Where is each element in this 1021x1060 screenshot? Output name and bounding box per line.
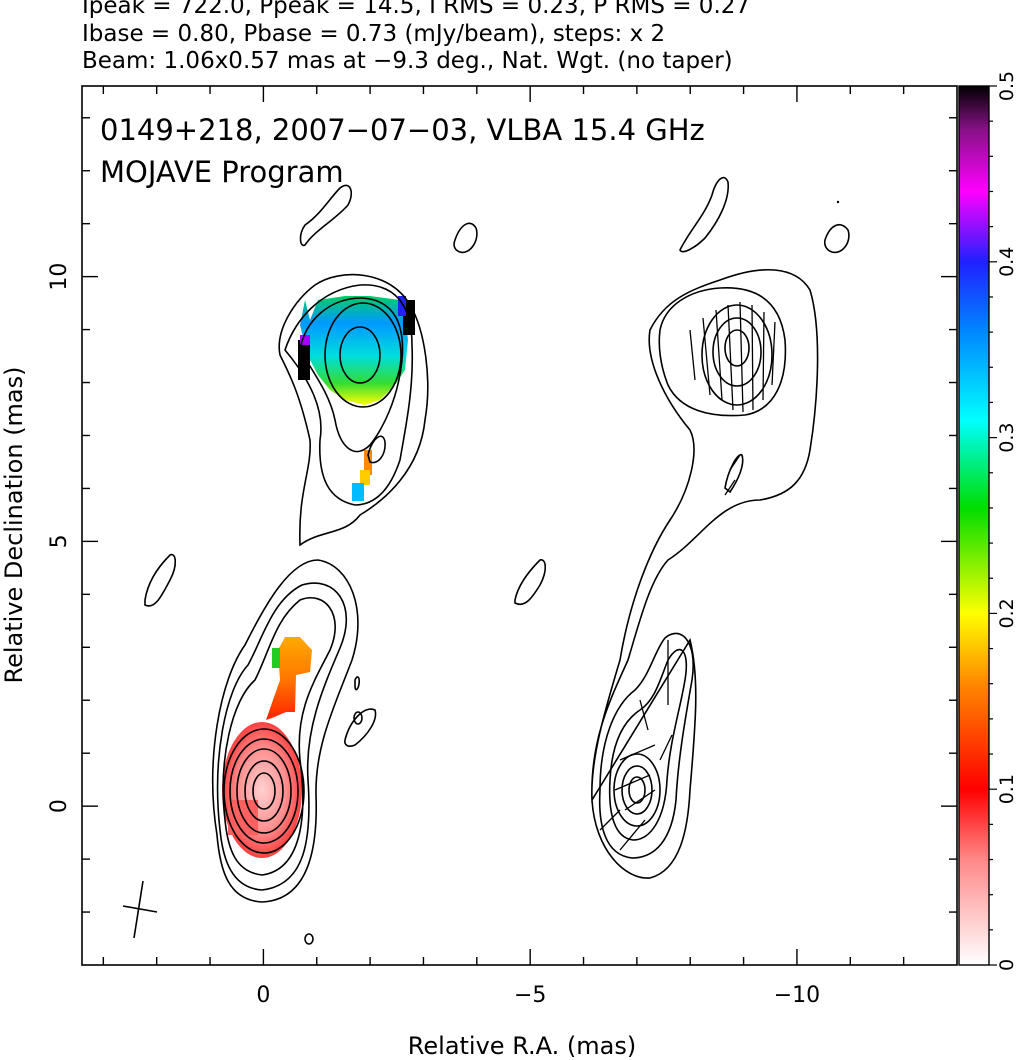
knot-edge-blue (398, 296, 406, 316)
core-contour-2 (229, 738, 299, 844)
knot-tail-cyan (352, 483, 364, 501)
knot-contour-1 (284, 284, 414, 506)
polarization-panel-contours (514, 176, 850, 879)
rknot-contour-1 (658, 287, 787, 417)
knot-polarization-patch (300, 296, 408, 405)
y-tick-label: 5 (47, 534, 72, 548)
isolated-contour-7 (304, 933, 314, 945)
header-line-2: Ibase = 0.80, Pbase = 0.73 (mJy/beam), s… (82, 21, 666, 47)
colorbar-tick-label: 0.5 (996, 71, 1018, 101)
colorbar-tick-label: 0 (996, 959, 1018, 971)
x-tick-label: −10 (774, 983, 820, 1008)
knot-tail-yellow (360, 470, 370, 485)
axis-tick-labels: 0 −5 −10 0 5 10 (47, 263, 820, 1008)
rcore-contour-1 (613, 753, 661, 827)
polarization-fraction-colormap (222, 296, 415, 858)
isolated-contour-3 (144, 553, 177, 607)
y-tick-label: 10 (47, 263, 72, 291)
core-contour-3 (236, 748, 292, 834)
isolated-contour-6 (353, 711, 363, 725)
header-line-1: Ipeak = 722.0, Ppeak = 14.5, I RMS = 0.2… (82, 0, 751, 19)
rcore-contour-4 (608, 648, 688, 841)
rknot-contour-3 (712, 317, 762, 387)
risolated-contour-3 (514, 559, 547, 605)
rknot-contour-2 (701, 304, 773, 406)
header-line-3: Beam: 1.06x0.57 mas at −9.3 deg., Nat. W… (82, 48, 733, 74)
knot-edge-black-1 (298, 340, 310, 380)
inner-jet-polarization-patch (266, 637, 312, 720)
stray-point (836, 200, 840, 204)
risolated-contour-1 (679, 176, 729, 253)
isolated-contour-4 (354, 676, 360, 691)
colorbar (959, 86, 989, 965)
core-contour-6 (222, 597, 336, 876)
y-axis-label: Relative Declination (mas) (0, 366, 28, 683)
knot-contour-2 (299, 297, 404, 453)
isolated-contour-5 (344, 708, 377, 747)
colorbar-frame (958, 85, 990, 966)
core-contour-1 (223, 728, 305, 854)
core-contour-7 (216, 582, 348, 891)
isolated-contour-1 (299, 184, 352, 247)
colorbar-tick-label: 0.4 (996, 247, 1018, 277)
colorbar-tick-labels: 0 0.1 0.2 0.3 0.4 0.5 (996, 71, 1018, 971)
x-tick-label: 0 (256, 983, 270, 1008)
colorbar-tick-label: 0.1 (996, 774, 1018, 804)
knot-contour-4 (339, 326, 381, 384)
intensity-contours (144, 184, 478, 945)
x-axis-label: Relative R.A. (mas) (408, 1032, 636, 1060)
rknot-contour-4 (724, 329, 750, 367)
plot-title: 0149+218, 2007−07−03, VLBA 15.4 GHz (100, 113, 705, 147)
core-contour-8 (212, 559, 359, 903)
core-contour-4 (244, 760, 284, 822)
rjet-envelope-contour (591, 268, 819, 879)
colorbar-ticks (989, 85, 997, 966)
beam-marker (122, 880, 158, 939)
plot-frame (81, 85, 958, 966)
axis-ticks (82, 86, 957, 965)
x-tick-label: −5 (514, 983, 546, 1008)
knot-edge-violet (300, 335, 310, 345)
rcore-contour-2 (621, 765, 653, 815)
knot-contour-3 (324, 302, 402, 408)
colorbar-tick-label: 0.3 (996, 422, 1018, 452)
evpa-vectors (599, 301, 776, 851)
isolated-contour-2 (453, 222, 478, 254)
colorbar-tick-label: 0.2 (996, 598, 1018, 628)
rknot-contour-5 (724, 454, 744, 494)
outer-envelope-contour (278, 273, 429, 547)
knot-tail-orange (364, 450, 372, 475)
core-contour-5 (252, 772, 276, 810)
plot-subtitle: MOJAVE Program (100, 155, 344, 189)
knot-contour-5 (367, 435, 386, 464)
risolated-contour-2 (823, 224, 850, 254)
rcore-contour-3 (628, 776, 646, 804)
y-tick-label: 0 (47, 799, 72, 813)
rcore-contour-5 (598, 632, 694, 859)
inner-jet-green-patch (272, 648, 280, 668)
